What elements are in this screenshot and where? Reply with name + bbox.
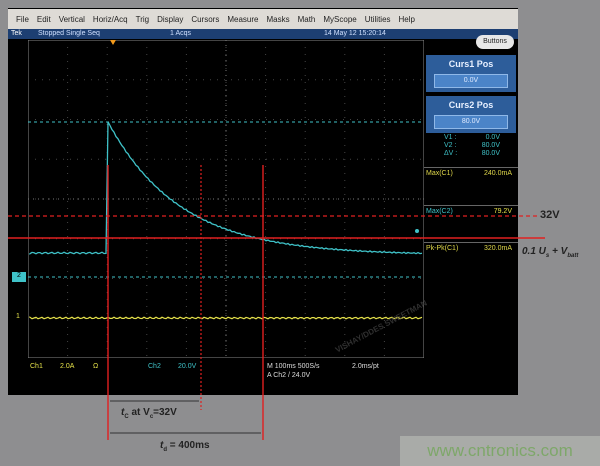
curs1-label: Curs1 Pos [448, 59, 494, 69]
timebase[interactable]: M 100ms 500S/s [267, 363, 320, 370]
ch1-scale[interactable]: 2.0A [60, 363, 75, 370]
dv-label: ΔV : [444, 150, 458, 157]
ann-text: t [121, 407, 125, 418]
buttons-button[interactable]: Buttons [476, 35, 514, 49]
site-watermark: www.cntronics.com [400, 436, 600, 466]
ann-sub: C [124, 414, 129, 420]
meas-label: Max(C2) [426, 208, 453, 215]
meas-label: Max(C1) [426, 170, 453, 177]
menu-trig[interactable]: Trig [135, 14, 150, 24]
menu-horiz-acq[interactable]: Horiz/Acq [92, 14, 128, 24]
menu-vertical[interactable]: Vertical [58, 14, 85, 24]
menu-myscope[interactable]: MyScope [323, 14, 357, 24]
cursor-readout-dv: ΔV : 80.0V [444, 150, 504, 157]
measurement-max-c2: Max(C2) 79.2V [426, 208, 516, 215]
ann-text: + V [549, 246, 568, 257]
cursor-readout-v2: V2 : 80.0V [444, 142, 504, 149]
ch1-marker[interactable]: 1 [16, 313, 20, 320]
datetime: 14 May 12 15:20:14 [324, 30, 386, 37]
menu-file[interactable]: File [16, 14, 29, 24]
menu-edit[interactable]: Edit [36, 14, 51, 24]
v2-value: 80.0V [481, 142, 500, 149]
trigger-readout[interactable]: A Ch2 / 24.0V [267, 372, 311, 379]
curs2-label: Curs2 Pos [448, 100, 494, 110]
meas-value: 240.0mA [483, 170, 512, 177]
dv-value: 80.0V [481, 150, 500, 157]
menu-utilities[interactable]: Utilities [364, 14, 391, 24]
cursor-readout-v1: V1 : 0.0V [444, 134, 504, 141]
curs2-value[interactable]: 80.0V [434, 115, 508, 129]
menu-cursors[interactable]: Cursors [191, 14, 220, 24]
ann-sub: s [545, 253, 550, 259]
ann-sub: c [149, 414, 154, 420]
ch1-current-trace [29, 316, 423, 320]
ann-text: t [160, 440, 164, 451]
ann-text: = 400ms [167, 440, 210, 451]
ch2-label[interactable]: Ch2 [148, 363, 161, 370]
annotation-tc: tC at Vc=32V [121, 407, 177, 420]
ch2-scale[interactable]: 20.0V [178, 363, 197, 370]
ann-text: 0.1 U [522, 246, 546, 257]
menu-display[interactable]: Display [157, 14, 184, 24]
ann-text: =32V [153, 407, 177, 418]
curs2-pos-button[interactable]: Curs2 Pos 80.0V [426, 96, 516, 133]
meas-value: 320.0mA [483, 245, 512, 252]
divider [424, 242, 518, 243]
annotation-td: td = 400ms [160, 440, 210, 453]
acq-count: 1 Acqs [170, 30, 192, 37]
ch1-coupling: Ω [93, 363, 99, 370]
v1-label: V1 : [444, 134, 457, 141]
trigger-position-marker [110, 40, 116, 45]
measurement-pkpk-c1: Pk-Pk(C1) 320.0mA [426, 245, 516, 252]
divider [424, 167, 518, 168]
annotation-32v: 32V [540, 209, 560, 221]
v2-label: V2 : [444, 142, 457, 149]
side-panel: Curs1 Pos 0.0V Curs2 Pos 80.0V V1 :0.0V … [424, 50, 518, 358]
acq-state: Stopped Single Seq [38, 30, 100, 37]
menu-bar: File Edit Vertical Horiz/Acq Trig Displa… [8, 9, 518, 29]
meas-label: Pk-Pk(C1) [426, 245, 459, 252]
status-bar: Tek Stopped Single Seq 1 Acqs 14 May 12 … [8, 29, 518, 39]
ch1-label[interactable]: Ch1 [30, 363, 43, 370]
menu-measure[interactable]: Measure [227, 14, 259, 24]
divider [424, 205, 518, 206]
menu-math[interactable]: Math [297, 14, 316, 24]
v1-value: 0.0V [485, 134, 500, 141]
ann-text: at V [128, 407, 150, 418]
ann-sub: d [163, 447, 168, 453]
graticule [28, 40, 424, 358]
measurement-max-c1: Max(C1) 240.0mA [426, 170, 516, 177]
curs1-value[interactable]: 0.0V [434, 74, 508, 88]
record-resolution: 2.0ms/pt [352, 363, 379, 370]
menu-masks[interactable]: Masks [266, 14, 290, 24]
curs1-pos-button[interactable]: Curs1 Pos 0.0V [426, 55, 516, 92]
meas-value: 79.2V [493, 208, 512, 215]
ch2-voltage-trace [29, 121, 423, 255]
annotation-level: 0.1 Us + Vbatt [522, 246, 578, 259]
ch2-marker[interactable]: 2 [12, 272, 26, 282]
menu-help[interactable]: Help [398, 14, 415, 24]
brand: Tek [11, 30, 22, 37]
ann-sub: batt [567, 253, 579, 259]
ch2-level-marker [415, 229, 419, 233]
